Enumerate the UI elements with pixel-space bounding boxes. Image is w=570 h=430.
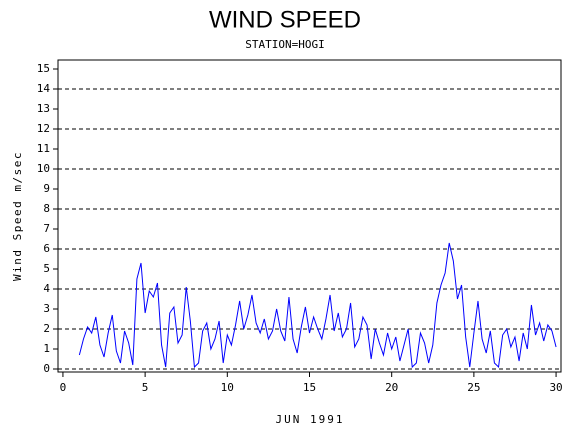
y-tick-label: 2 — [43, 322, 50, 335]
y-tick-label: 6 — [43, 242, 50, 255]
y-tick-label: 4 — [43, 282, 50, 295]
y-tick-label: 15 — [37, 62, 50, 75]
y-tick-label: 9 — [43, 182, 50, 195]
y-tick-label: 10 — [37, 162, 50, 175]
x-tick-label: 10 — [221, 381, 234, 394]
y-tick-label: 7 — [43, 222, 50, 235]
plot-frame — [57, 59, 562, 373]
x-tick-label: 20 — [385, 381, 398, 394]
y-tick-label: 0 — [43, 362, 50, 375]
y-tick-label: 8 — [43, 202, 50, 215]
x-tick-label: 0 — [60, 381, 67, 394]
y-tick-label: 11 — [37, 142, 50, 155]
y-tick-label: 1 — [43, 342, 50, 355]
y-tick-label: 3 — [43, 302, 50, 315]
y-tick-label: 5 — [43, 262, 50, 275]
chart-subtitle: STATION=HOGI — [245, 38, 324, 51]
x-tick-label: 15 — [303, 381, 316, 394]
x-axis-label: JUN 1991 — [276, 413, 345, 426]
y-tick-label: 14 — [37, 82, 51, 95]
y-tick-label: 12 — [37, 122, 50, 135]
x-tick-label: 30 — [549, 381, 562, 394]
data-line — [78, 242, 557, 369]
x-tick-label: 5 — [142, 381, 149, 394]
x-tick-label: 25 — [467, 381, 480, 394]
y-tick-label: 13 — [37, 102, 50, 115]
y-axis-label: Wind Speed m/sec — [11, 151, 24, 281]
chart-title: WIND SPEED — [209, 6, 361, 33]
